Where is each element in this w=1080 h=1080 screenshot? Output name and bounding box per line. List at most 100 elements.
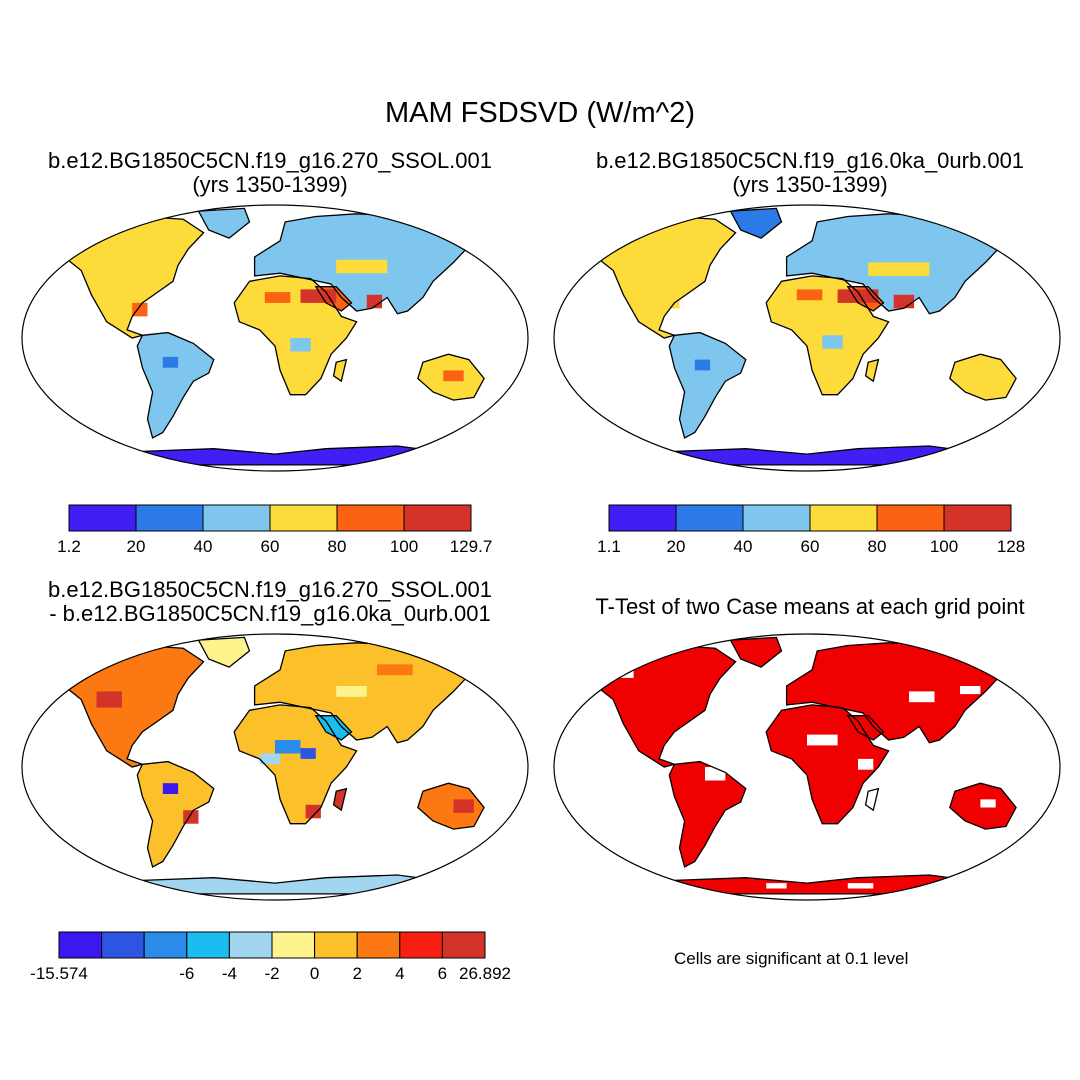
field-patch xyxy=(132,302,148,317)
field-patch xyxy=(300,748,316,759)
colorbar-label: 128 xyxy=(996,537,1026,556)
panel3-title-line2: - b.e12.BG1850C5CN.f19_g16.0ka_0urb.001 xyxy=(49,601,491,626)
field-patch xyxy=(613,669,634,678)
field-patch xyxy=(868,262,930,276)
panel1-title-line2: (yrs 1350-1399) xyxy=(192,172,348,197)
coastline-greenland xyxy=(729,636,783,668)
field-patch xyxy=(837,289,879,303)
colorbar-box xyxy=(68,504,137,532)
coastline-australia xyxy=(949,782,1017,830)
field-patch xyxy=(96,691,122,708)
coastline-south-america xyxy=(668,331,747,439)
significance-note: Cells are significant at 0.1 level xyxy=(674,949,909,968)
panel2-title-line1: b.e12.BG1850C5CN.f19_g16.0ka_0urb.001 xyxy=(595,148,1025,173)
colorbar-label: 40 xyxy=(733,537,753,556)
colorbar-box xyxy=(135,504,204,532)
field-patch xyxy=(259,753,281,765)
coastline-south-america xyxy=(136,760,215,868)
panel2-colorbar: 1.1 20 40 60 80 100 128 xyxy=(597,504,1025,556)
land-madagascar xyxy=(333,788,347,811)
panel1-colorbar: 1.2 20 40 60 80 100 129.7 xyxy=(57,504,492,556)
field-patch xyxy=(980,799,996,808)
coastline-eurasia xyxy=(253,642,491,744)
panel4-map xyxy=(552,632,1062,902)
colorbar-label: 6 xyxy=(437,964,448,983)
colorbar-label: 20 xyxy=(126,537,146,556)
coastline-north-america xyxy=(576,644,737,768)
colorbar-box xyxy=(742,504,811,532)
colorbar-label: -6 xyxy=(179,964,195,983)
panel1-title-line1: b.e12.BG1850C5CN.f19_g16.270_SSOL.001 xyxy=(48,148,492,173)
map-svg xyxy=(21,633,529,901)
coastline-africa xyxy=(233,275,358,396)
field-patch xyxy=(290,338,311,352)
colorbar-box xyxy=(356,931,401,959)
field-patch xyxy=(162,783,179,794)
map-svg xyxy=(553,633,1061,901)
coastline-madagascar xyxy=(864,787,880,812)
land-south-america xyxy=(137,761,214,867)
land-madagascar xyxy=(865,788,879,811)
land-arabia xyxy=(847,715,884,740)
colorbar-box xyxy=(143,931,188,959)
coastline-north-america xyxy=(44,215,205,339)
panel2-map xyxy=(552,203,1062,473)
panel3-title-line1: b.e12.BG1850C5CN.f19_g16.270_SSOL.001 xyxy=(48,577,492,602)
colorbar-box xyxy=(101,931,145,959)
colorbar-box xyxy=(228,931,273,959)
coastline-africa xyxy=(233,704,358,825)
coastline-south-america xyxy=(136,331,215,439)
colorbar-svg xyxy=(58,931,486,959)
colorbar-box xyxy=(186,931,230,959)
colorbar-box xyxy=(675,504,744,532)
panel1-map xyxy=(20,203,530,473)
land-eurasia xyxy=(254,642,490,743)
colorbar-box xyxy=(202,504,271,532)
coastline-north-america xyxy=(44,644,205,768)
field-patch xyxy=(162,356,179,368)
colorbar-label: 60 xyxy=(800,537,820,556)
field-patch xyxy=(960,686,981,695)
colorbar-label: -2 xyxy=(264,964,280,983)
field-patch xyxy=(847,883,874,889)
colorbar-svg xyxy=(68,504,472,532)
land-madagascar xyxy=(333,359,347,382)
coastline-eurasia xyxy=(785,213,1023,315)
coastline-north-america xyxy=(576,215,737,339)
coastline-greenland xyxy=(729,207,783,239)
land-australia xyxy=(949,354,1017,401)
coastline-australia xyxy=(417,353,485,401)
coastline-africa xyxy=(765,704,890,825)
field-patch xyxy=(305,804,321,819)
field-patch xyxy=(453,799,474,813)
colorbar-box xyxy=(943,504,1012,532)
map-border xyxy=(21,633,529,901)
field-patch xyxy=(336,259,388,274)
panel3-map xyxy=(20,632,530,902)
colorbar-box xyxy=(399,931,443,959)
colorbar-label: 1.2 xyxy=(57,537,81,556)
coastline-greenland xyxy=(197,207,251,239)
colorbar-box xyxy=(269,504,338,532)
field-patch xyxy=(443,370,464,382)
colorbar-box xyxy=(271,931,316,959)
field-patch xyxy=(807,734,838,746)
colorbar-box xyxy=(809,504,878,532)
panel2-title-line2: (yrs 1350-1399) xyxy=(732,172,888,197)
colorbar-label: 4 xyxy=(395,964,405,983)
field-patch xyxy=(264,292,291,303)
field-patch xyxy=(705,767,726,781)
field-patch xyxy=(796,289,823,301)
coastline-africa xyxy=(765,275,890,396)
field-patch xyxy=(694,359,711,371)
colorbar-box xyxy=(876,504,945,532)
colorbar-box xyxy=(403,504,472,532)
colorbar-label: 2 xyxy=(352,964,362,983)
field-patch xyxy=(893,294,915,309)
coastline-australia xyxy=(417,782,485,830)
colorbar-label: 26.892 xyxy=(459,964,511,983)
coastline-madagascar xyxy=(332,358,348,383)
colorbar-label: 80 xyxy=(327,537,347,556)
map-border xyxy=(553,633,1061,901)
colorbar-label: 100 xyxy=(389,537,419,556)
